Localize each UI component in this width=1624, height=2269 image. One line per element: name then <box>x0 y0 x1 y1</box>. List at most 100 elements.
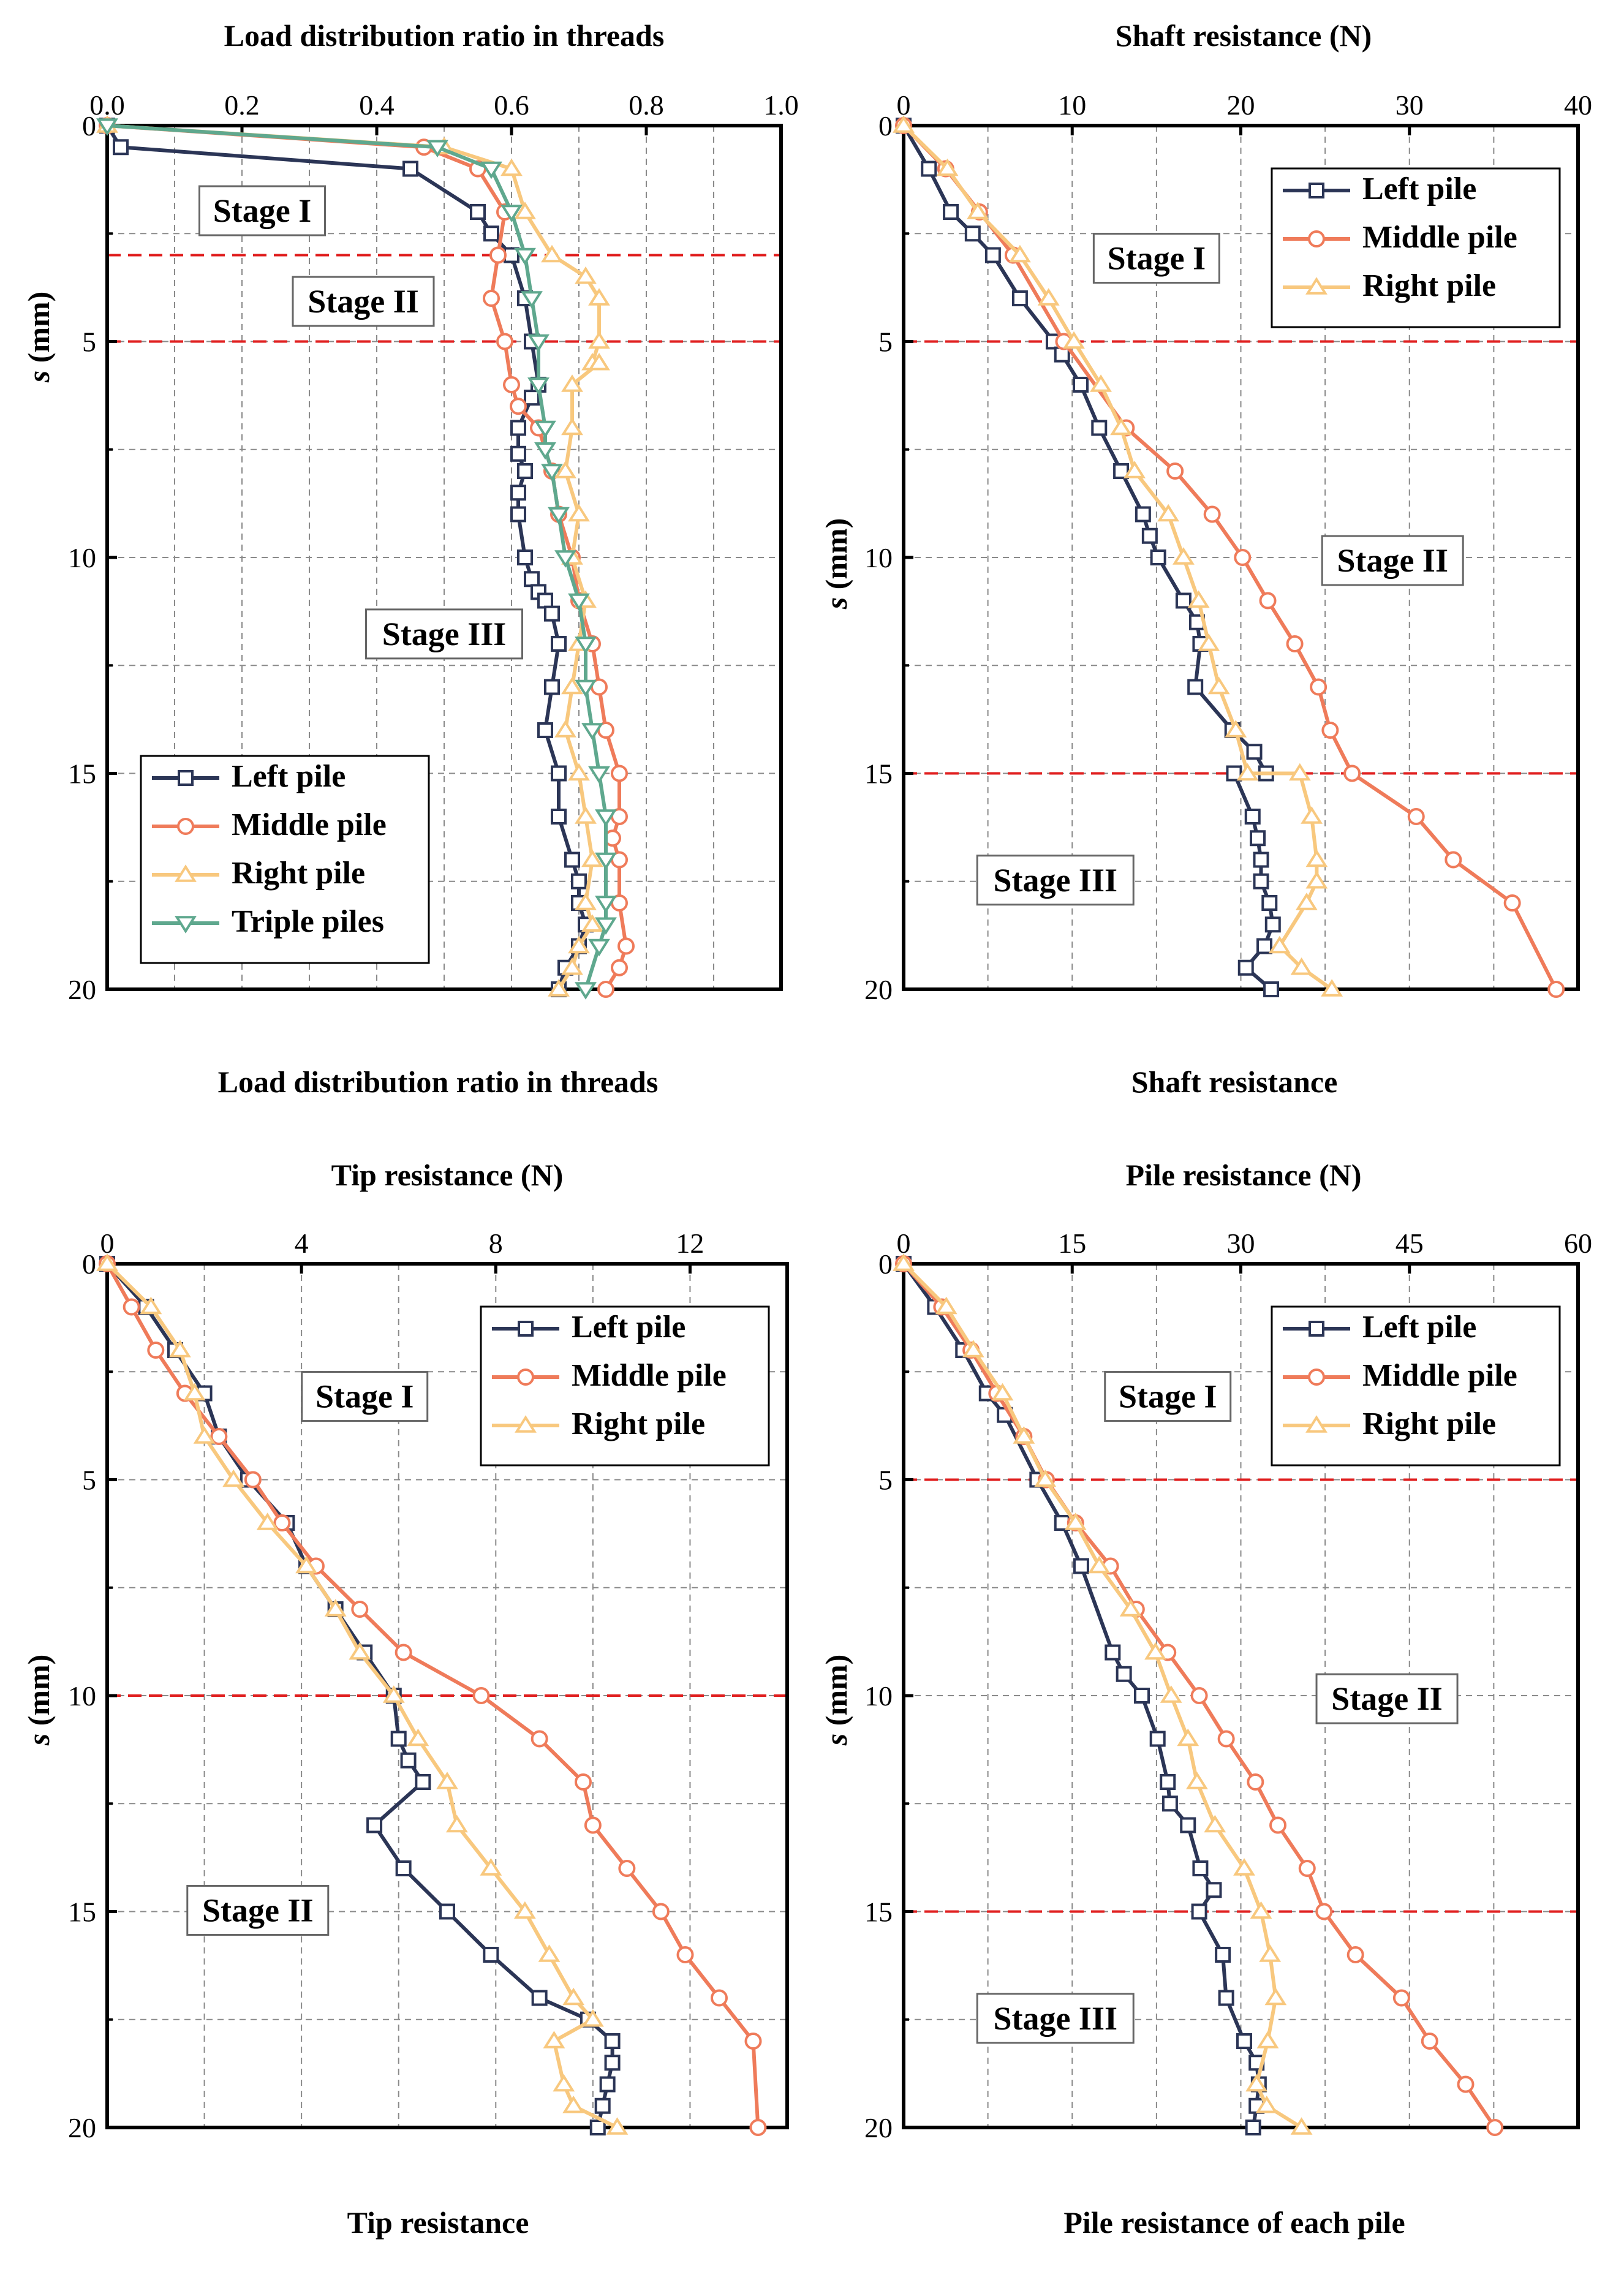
data-point-left <box>594 2097 611 2114</box>
data-point-right <box>1186 1772 1208 1789</box>
data-point-left <box>1180 1817 1196 1833</box>
panel-caption: Load distribution ratio in threads <box>218 1065 659 1099</box>
data-point-left <box>510 420 526 436</box>
data-point-left <box>1149 1731 1166 1747</box>
data-point-middle <box>510 398 527 415</box>
data-point-left <box>1105 1644 1121 1661</box>
data-point-right <box>562 2095 585 2113</box>
data-point-middle <box>1259 592 1277 610</box>
data-point-triple <box>575 982 597 1000</box>
data-point-right <box>1187 590 1210 608</box>
data-point-middle <box>1421 2033 1438 2050</box>
data-point-right <box>480 1858 502 1876</box>
stage-label: Stage III <box>976 1993 1135 2044</box>
stage-label-box <box>1321 535 1464 586</box>
data-point-middle <box>489 246 507 264</box>
data-point-left <box>551 765 567 782</box>
data-point-left <box>1215 1947 1231 1963</box>
data-point-left <box>537 592 553 609</box>
data-point-right <box>1288 763 1311 781</box>
data-point-right <box>1207 676 1230 695</box>
data-point-triple <box>541 464 563 481</box>
x-tick-label: 0 <box>100 1228 115 1259</box>
legend-marker <box>1309 183 1324 198</box>
legend-label: Left pile <box>572 1310 685 1345</box>
legend-marker <box>1308 1369 1325 1386</box>
data-point-left <box>1175 592 1192 609</box>
data-point-middle <box>1298 1860 1316 1877</box>
data-point-triple <box>534 442 556 460</box>
data-point-middle <box>1343 765 1361 782</box>
legend-box <box>140 755 430 964</box>
data-point-triple <box>595 852 617 870</box>
data-point-right <box>893 1253 915 1271</box>
stage-label-text: Stage III <box>993 2000 1117 2037</box>
data-point-right <box>1144 1642 1166 1660</box>
data-point-left <box>1245 2120 1261 2135</box>
y-axis-label: s (mm) <box>819 1655 853 1746</box>
x-tick-label: 1.0 <box>763 89 799 121</box>
stage-label: Stage I <box>301 1371 429 1422</box>
data-point-left <box>483 225 499 242</box>
data-point-right <box>568 504 590 522</box>
panel-pile-resistance: Pile resistance (N) s (mm) 0 15 30 45 60 0 5 10… <box>819 1158 1592 2240</box>
x-tick-label: 10 <box>1058 89 1086 121</box>
data-point-left <box>544 679 560 695</box>
data-point-right <box>561 417 583 436</box>
data-point-middle <box>472 1687 490 1704</box>
legend-item-left: Left pile <box>492 1310 685 1345</box>
data-point-right <box>575 806 597 824</box>
y-tick-label: 20 <box>68 2112 96 2143</box>
data-point-middle <box>652 1903 670 1920</box>
data-point-middle <box>1407 808 1425 825</box>
data-point-left <box>1134 1688 1150 1704</box>
data-point-middle <box>1203 505 1221 523</box>
data-point-right <box>1088 1555 1111 1574</box>
y-tick-label: 0 <box>82 1248 96 1280</box>
data-point-right <box>581 2009 604 2027</box>
data-point-middle <box>1486 2119 1504 2136</box>
data-point-triple <box>588 766 610 784</box>
data-point-left <box>1192 1860 1209 1876</box>
data-point-right <box>554 720 576 738</box>
data-point-left <box>1191 1903 1207 1920</box>
stage-label-text: Stage II <box>202 1892 314 1929</box>
stage-label-text: Stage II <box>308 283 419 320</box>
y-tick-label: 15 <box>864 1897 893 1928</box>
stage-label-text: Stage I <box>1119 1378 1217 1415</box>
data-point-triple <box>568 593 590 611</box>
data-point-right <box>575 893 597 910</box>
data-point-right <box>588 331 610 349</box>
y-tick-label: 5 <box>878 1465 893 1496</box>
data-point-right <box>513 1901 536 1919</box>
data-point-right <box>936 158 959 176</box>
y-tick-label: 0 <box>878 1248 893 1280</box>
data-point-left <box>571 873 587 889</box>
y-tick-label: 10 <box>864 1680 893 1712</box>
data-point-left <box>113 139 129 156</box>
data-point-left <box>510 445 526 462</box>
data-point-right <box>1236 763 1259 781</box>
data-point-right <box>193 1426 216 1444</box>
data-point-right <box>575 266 597 284</box>
data-point-left <box>1253 873 1269 889</box>
data-point-middle <box>210 1428 228 1445</box>
data-point-right <box>445 1814 468 1833</box>
data-point-middle <box>1547 981 1565 998</box>
stage-label-box <box>198 185 326 236</box>
data-point-middle <box>611 765 628 782</box>
series-right <box>893 115 1343 997</box>
data-point-right <box>1305 870 1328 889</box>
data-point-middle <box>1310 678 1328 696</box>
data-point-right <box>541 244 563 263</box>
data-point-triple <box>575 679 597 698</box>
data-point-left <box>1116 1666 1132 1682</box>
data-point-triple <box>514 247 536 266</box>
stage-label: Stage III <box>365 608 523 660</box>
data-point-right <box>1250 1901 1272 1919</box>
x-tick-label: 4 <box>295 1228 309 1259</box>
x-tick-label: 20 <box>1227 89 1255 121</box>
legend-label: Right pile <box>572 1406 705 1441</box>
legend-item-middle: Middle pile <box>152 807 387 842</box>
